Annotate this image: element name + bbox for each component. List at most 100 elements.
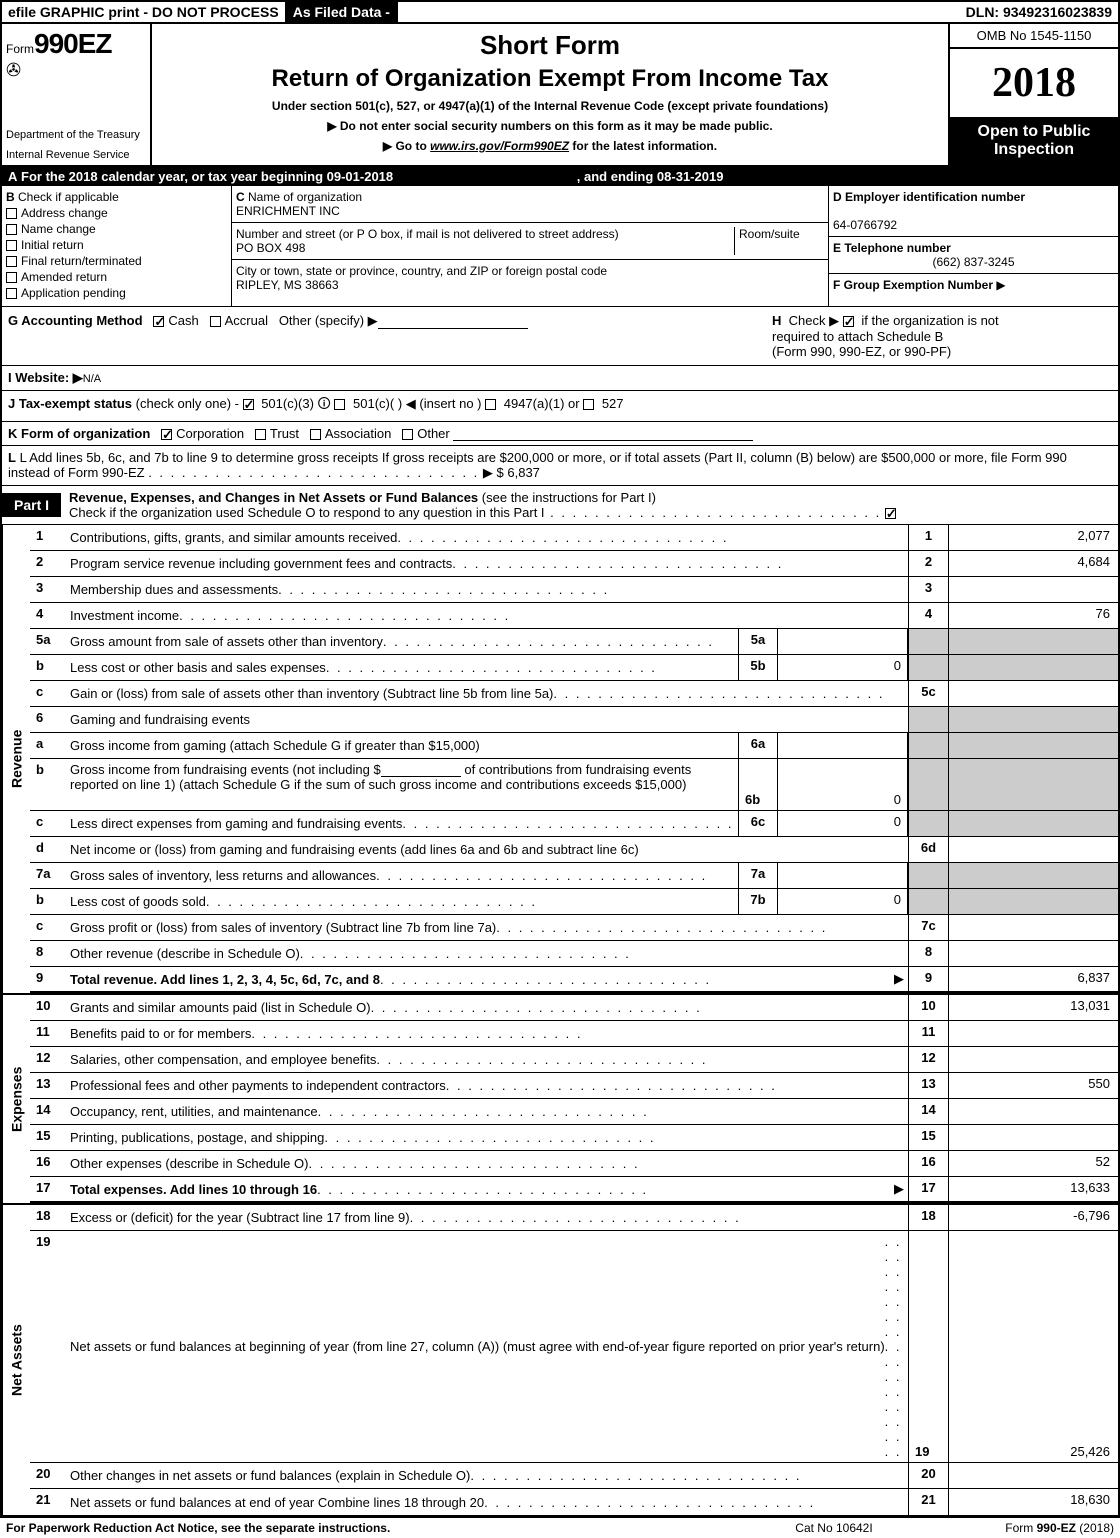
line-13-num: 13 [30, 1073, 66, 1098]
line-4-desc: Investment income [70, 608, 179, 623]
checkbox-schedule-b[interactable] [843, 316, 854, 327]
warning-ssn: ▶ Do not enter social security numbers o… [158, 119, 942, 133]
other-method-input[interactable] [378, 315, 528, 329]
line-6c-subval: 0 [778, 811, 908, 836]
line-7b-box-shaded [908, 889, 948, 914]
line-19-num: 19 [30, 1231, 66, 1462]
line-10-box: 10 [908, 995, 948, 1020]
line-11-val [948, 1021, 1118, 1046]
line-15-num: 15 [30, 1125, 66, 1150]
line-6b-sub: 6b [738, 759, 778, 810]
line-16: 16 Other expenses (describe in Schedule … [30, 1151, 1118, 1177]
checkbox-address-change[interactable] [6, 208, 17, 219]
line-9: 9 Total revenue. Add lines 1, 2, 3, 4, 5… [30, 967, 1118, 993]
line-6d-val [948, 837, 1118, 862]
checkbox-other-org[interactable] [402, 429, 413, 440]
line-20-box: 20 [908, 1463, 948, 1488]
checkbox-accrual[interactable] [210, 316, 221, 327]
checkbox-initial-return[interactable] [6, 240, 17, 251]
cat-no: Cat No 10642I [734, 1521, 934, 1535]
main-title: Return of Organization Exempt From Incom… [158, 65, 942, 93]
line-3-desc: Membership dues and assessments [70, 582, 278, 597]
line-2-box: 2 [908, 551, 948, 576]
line-1-num: 1 [30, 525, 66, 550]
line-18-num: 18 [30, 1205, 66, 1230]
dots [148, 465, 479, 480]
part-1-header: Part I Revenue, Expenses, and Changes in… [2, 486, 1118, 525]
h-text4: (Form 990, 990-EZ, or 990-PF) [772, 344, 951, 359]
goto-link[interactable]: ▶ Go to www.irs.gov/Form990EZ for the la… [158, 139, 942, 153]
line-6b-subval: 0 [778, 759, 908, 810]
line-9-desc: Total revenue. Add lines 1, 2, 3, 4, 5c,… [70, 972, 380, 987]
line-10: 10 Grants and similar amounts paid (list… [30, 995, 1118, 1021]
line-16-desc: Other expenses (describe in Schedule O) [70, 1156, 308, 1171]
box-b-label: B [6, 190, 15, 204]
checkbox-527[interactable] [583, 399, 594, 410]
box-def: D Employer identification number 64-0766… [828, 186, 1118, 306]
line-14-num: 14 [30, 1099, 66, 1124]
checkbox-4947[interactable] [485, 399, 496, 410]
checkbox-final-return[interactable] [6, 256, 17, 267]
line-6-num: 6 [30, 707, 66, 732]
line-21-num: 21 [30, 1489, 66, 1515]
line-20-num: 20 [30, 1463, 66, 1488]
line-14-val [948, 1099, 1118, 1124]
checkbox-name-change[interactable] [6, 224, 17, 235]
g-label: G Accounting Method [8, 313, 143, 328]
dept-treasury: Department of the Treasury [6, 129, 146, 141]
checkbox-association[interactable] [310, 429, 321, 440]
checkbox-schedule-o[interactable] [885, 508, 896, 519]
ein-value: 64-0766792 [833, 218, 897, 232]
line-16-num: 16 [30, 1151, 66, 1176]
checkbox-amended-return[interactable] [6, 272, 17, 283]
other-org-input[interactable] [453, 427, 753, 441]
line-10-num: 10 [30, 995, 66, 1020]
short-form-title: Short Form [158, 30, 942, 61]
checkbox-application-pending[interactable] [6, 288, 17, 299]
line-6b-desc1: Gross income from fundraising events (no… [70, 762, 381, 777]
line-20-val [948, 1463, 1118, 1488]
line-21-desc: Net assets or fund balances at end of ye… [70, 1495, 484, 1510]
org-name: ENRICHMENT INC [236, 204, 340, 218]
checkbox-501c3[interactable] [243, 399, 254, 410]
treasury-seal-icon: ✇ [6, 60, 146, 81]
line-11-num: 11 [30, 1021, 66, 1046]
checkbox-corporation[interactable] [161, 429, 172, 440]
phone-value: (662) 837-3245 [833, 255, 1114, 269]
line-7a: 7a Gross sales of inventory, less return… [30, 863, 1118, 889]
line-4-val: 76 [948, 603, 1118, 628]
header-left: Form990EZ ✇ Department of the Treasury I… [2, 24, 152, 165]
label-trust: Trust [270, 426, 299, 441]
line-20: 20 Other changes in net assets or fund b… [30, 1463, 1118, 1489]
line-1-val: 2,077 [948, 525, 1118, 550]
open-inspection: Open to Public Inspection [950, 117, 1118, 165]
line-13-desc: Professional fees and other payments to … [70, 1078, 446, 1093]
side-label-revenue: Revenue [2, 525, 30, 993]
part-1-check-line: Check if the organization used Schedule … [69, 505, 545, 520]
line-6b-blank[interactable] [381, 763, 461, 777]
line-12-box: 12 [908, 1047, 948, 1072]
entity-info-section: B Check if applicable Address change Nam… [2, 186, 1118, 307]
row-a-prefix: A [8, 169, 17, 184]
label-initial-return: Initial return [21, 238, 84, 252]
arrow-icon: ▶ [894, 1181, 904, 1197]
line-6c-val-shaded [948, 811, 1118, 836]
line-5c: c Gain or (loss) from sale of assets oth… [30, 681, 1118, 707]
line-6: 6 Gaming and fundraising events [30, 707, 1118, 733]
form-ref: Form 990-EZ (2018) [934, 1521, 1114, 1535]
line-5b-val-shaded [948, 655, 1118, 680]
checkbox-trust[interactable] [255, 429, 266, 440]
label-address-change: Address change [21, 206, 108, 220]
line-2-desc: Program service revenue including govern… [70, 556, 452, 571]
line-6a: a Gross income from gaming (attach Sched… [30, 733, 1118, 759]
line-6c-num: c [30, 811, 66, 836]
checkbox-501c[interactable] [334, 399, 345, 410]
part-1-label: Part I [2, 493, 61, 517]
checkbox-cash[interactable] [153, 316, 164, 327]
line-2-num: 2 [30, 551, 66, 576]
city-label: City or town, state or province, country… [236, 264, 607, 278]
row-a-ending: , and ending 08-31-2019 [577, 169, 724, 184]
line-6d-num: d [30, 837, 66, 862]
line-1: 1 Contributions, gifts, grants, and simi… [30, 525, 1118, 551]
dln-label: DLN: 93492316023839 [960, 2, 1118, 22]
